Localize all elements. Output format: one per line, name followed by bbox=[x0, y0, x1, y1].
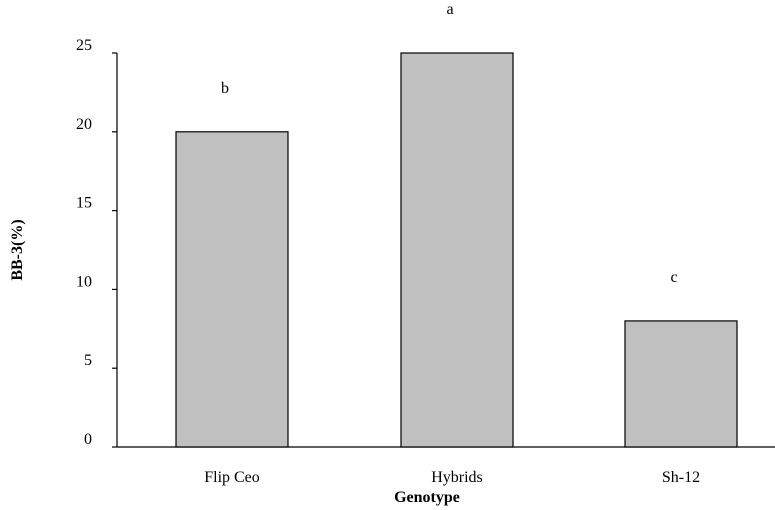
y-tick-label: 0 bbox=[84, 431, 92, 448]
y-tick-label: 10 bbox=[76, 273, 92, 290]
x-tick-label: Sh-12 bbox=[662, 469, 700, 486]
bars bbox=[175, 52, 738, 448]
bar bbox=[175, 131, 289, 448]
category-labels: Flip Ceo Hybrids Sh-12 bbox=[204, 469, 700, 486]
y-axis: 0 5 10 15 20 25 bbox=[76, 37, 118, 448]
y-tick-label: 5 bbox=[84, 352, 92, 369]
x-tick-label: Flip Ceo bbox=[204, 469, 260, 486]
y-axis-title: BB-3(%) bbox=[9, 219, 26, 280]
bar bbox=[400, 52, 514, 448]
bar bbox=[624, 320, 738, 448]
y-tick-label: 20 bbox=[76, 116, 92, 133]
significance-labels: b a c bbox=[221, 1, 678, 286]
significance-letter: c bbox=[670, 269, 677, 286]
y-tick-label: 15 bbox=[76, 195, 92, 212]
x-tick-label: Hybrids bbox=[431, 469, 483, 486]
x-axis-title: Genotype bbox=[394, 489, 460, 506]
significance-letter: b bbox=[221, 80, 229, 97]
y-tick-label: 25 bbox=[76, 37, 92, 54]
significance-letter: a bbox=[446, 1, 453, 18]
